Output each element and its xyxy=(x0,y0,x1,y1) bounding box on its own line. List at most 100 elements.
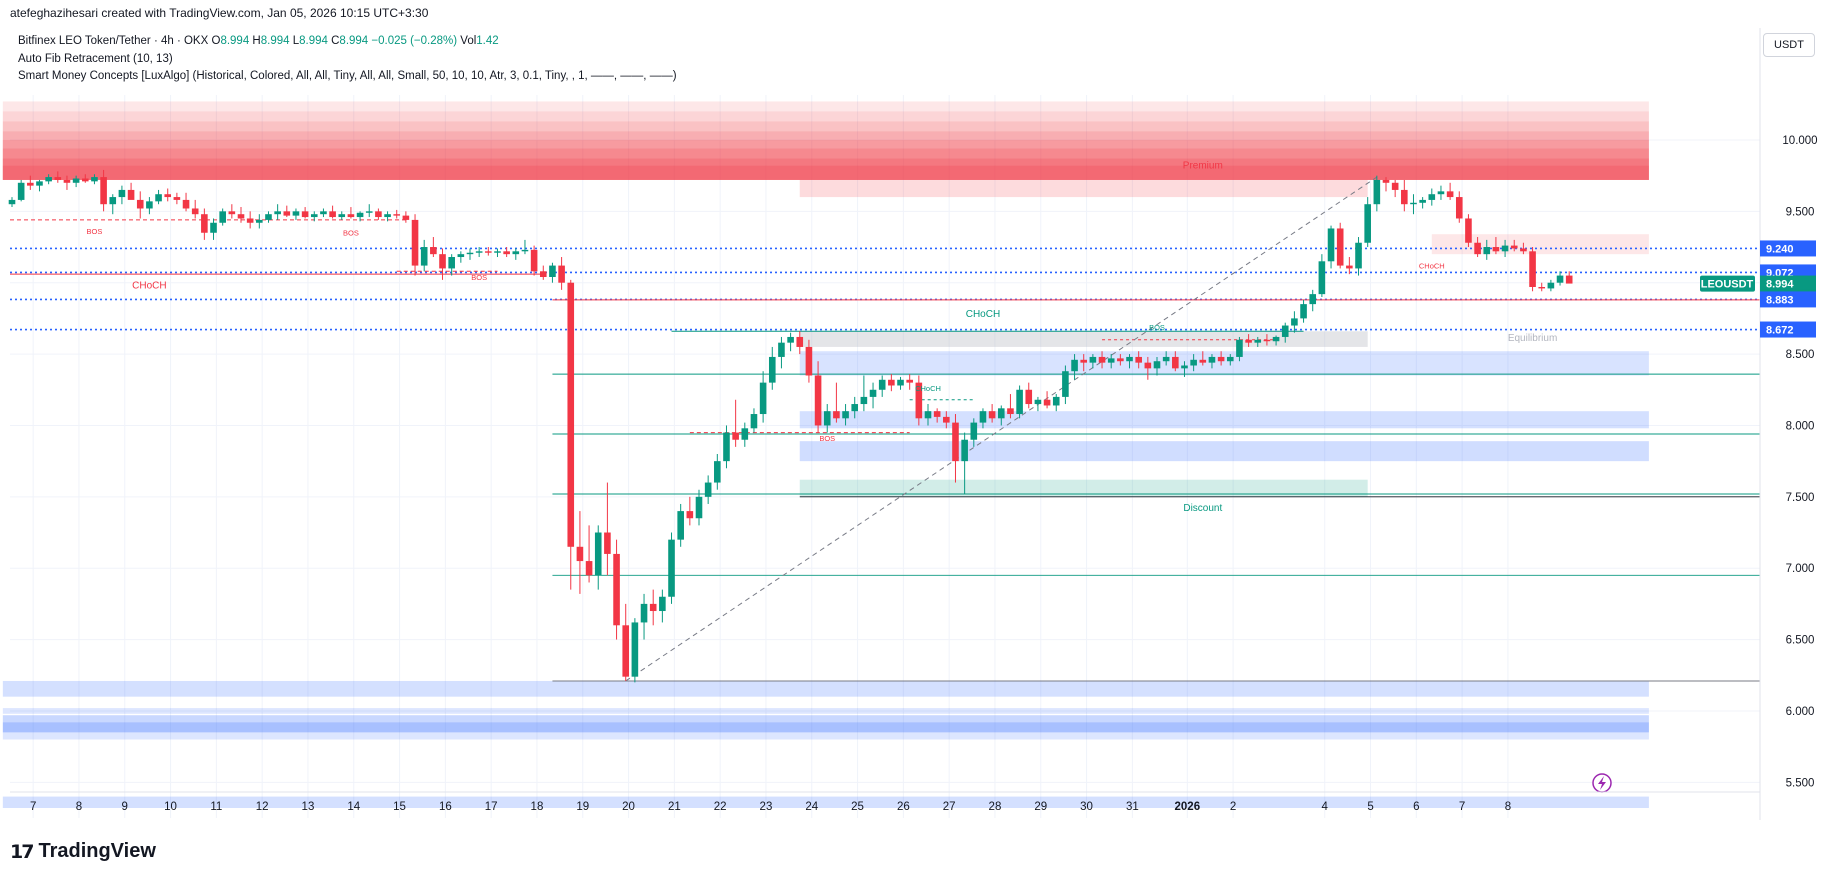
premium-order-block xyxy=(2,101,1649,180)
candle-down xyxy=(1492,247,1500,252)
chart-legend: Bitfinex LEO Token/Tether · 4h · OKX O8.… xyxy=(18,33,677,86)
candle-down xyxy=(1391,182,1399,190)
candle-down xyxy=(485,251,492,253)
candle-down xyxy=(1245,339,1252,343)
candle-up xyxy=(851,404,859,412)
price-tag xyxy=(1760,240,1816,257)
candle-up xyxy=(494,251,501,253)
candle-down xyxy=(1172,356,1179,369)
candle-down xyxy=(567,282,575,547)
symbol-name[interactable]: Bitfinex LEO Token/Tether · 4h · OKX xyxy=(18,35,209,47)
candle-up xyxy=(1071,359,1078,372)
indicator-fib[interactable]: Auto Fib Retracement (10, 13) xyxy=(18,52,173,65)
currency-selector[interactable]: USDT xyxy=(1763,33,1815,57)
candle-down xyxy=(888,379,895,386)
annotation-choch: CHoCH xyxy=(915,384,941,393)
y-tick-label: 10.000 xyxy=(1782,135,1817,147)
candle-up xyxy=(17,182,25,200)
demand-order-block xyxy=(2,680,1649,697)
bullish-order-block xyxy=(799,411,1649,429)
tradingview-wordmark: TradingView xyxy=(38,840,156,862)
candle-down xyxy=(604,532,611,554)
x-tick-label: 14 xyxy=(347,801,360,813)
candle-up xyxy=(594,532,602,576)
volume-label: Vol xyxy=(460,35,477,47)
price-tag xyxy=(1760,291,1816,308)
candle-down xyxy=(1529,251,1536,287)
candle-up xyxy=(842,411,849,419)
candle-up xyxy=(1226,356,1234,362)
candle-up xyxy=(1162,356,1170,362)
candle-up xyxy=(457,254,465,258)
candle-up xyxy=(420,247,428,266)
candle-down xyxy=(81,178,89,182)
candle-down xyxy=(1043,399,1051,406)
candle-down xyxy=(375,211,382,218)
candle-down xyxy=(833,411,840,419)
bullish-order-block xyxy=(799,441,1649,462)
demand-order-block xyxy=(2,708,1649,714)
bearish-order-block xyxy=(1431,234,1649,255)
x-tick-label: 18 xyxy=(531,801,544,813)
x-tick-label: 6 xyxy=(1413,801,1419,813)
x-tick-label: 7 xyxy=(1459,801,1465,813)
candle-down xyxy=(585,561,593,576)
candle-up xyxy=(640,603,648,623)
price-tag-text: 9.240 xyxy=(1766,243,1794,255)
discount-zone xyxy=(799,479,1368,497)
candle-up xyxy=(1355,242,1362,269)
candle-up xyxy=(668,539,675,597)
symbol-tag-text: LEOUSDT xyxy=(1701,279,1754,291)
x-tick-label: 28 xyxy=(989,801,1002,813)
annotation-choch: CHoCH xyxy=(1419,261,1445,270)
candle-up xyxy=(695,496,703,519)
x-tick-label: 23 xyxy=(760,801,773,813)
candle-down xyxy=(943,416,950,423)
candle-up xyxy=(961,439,968,462)
candle-down xyxy=(539,271,547,278)
indicator-smc[interactable]: Smart Money Concepts [LuxAlgo] (Historic… xyxy=(18,70,677,82)
candle-down xyxy=(173,197,181,200)
candle-down xyxy=(1025,389,1033,405)
candle-up xyxy=(823,411,831,426)
candle-down xyxy=(988,411,996,419)
candle-up xyxy=(475,251,483,253)
candle-up xyxy=(1153,361,1161,369)
candle-up xyxy=(365,211,373,213)
demand-order-block xyxy=(2,715,1649,733)
grid-lines xyxy=(10,95,1760,818)
candle-up xyxy=(677,511,684,540)
candle-down xyxy=(191,208,199,215)
candle-up xyxy=(924,411,932,419)
candle-down xyxy=(301,211,309,218)
candle-up xyxy=(1364,204,1371,243)
candle-down xyxy=(402,215,410,220)
candle-down xyxy=(27,182,34,186)
y-tick-label: 7.000 xyxy=(1786,563,1815,575)
candle-down xyxy=(127,189,135,200)
high-label: H xyxy=(252,35,261,47)
candle-down xyxy=(613,553,620,626)
candle-down xyxy=(1007,408,1014,415)
symbol-tag xyxy=(1700,275,1755,292)
candle-down xyxy=(1346,265,1353,269)
candle-up xyxy=(521,249,529,252)
axes: 10.0009.5009.0008.5008.0007.5007.0006.50… xyxy=(10,28,1818,820)
candle-down xyxy=(796,336,804,347)
demand-order-block xyxy=(2,796,1649,809)
price-label-symbol: LEOUSDT xyxy=(1700,275,1755,292)
candle-up xyxy=(1107,358,1115,363)
tradingview-logo[interactable]: 17 TradingView xyxy=(10,840,156,863)
candle-up xyxy=(91,177,98,182)
annotation-bos: BOS xyxy=(819,434,835,443)
candle-up xyxy=(8,199,16,205)
y-tick-label: 8.000 xyxy=(1786,420,1815,432)
candle-down xyxy=(283,211,291,216)
lightning-icon xyxy=(1592,773,1612,793)
candle-down xyxy=(100,177,107,205)
symbol-line[interactable]: Bitfinex LEO Token/Tether · 4h · OKX O8.… xyxy=(18,33,677,51)
candle-down xyxy=(1510,245,1518,249)
candle-down xyxy=(1538,286,1546,289)
x-tick-label: 10 xyxy=(164,801,177,813)
